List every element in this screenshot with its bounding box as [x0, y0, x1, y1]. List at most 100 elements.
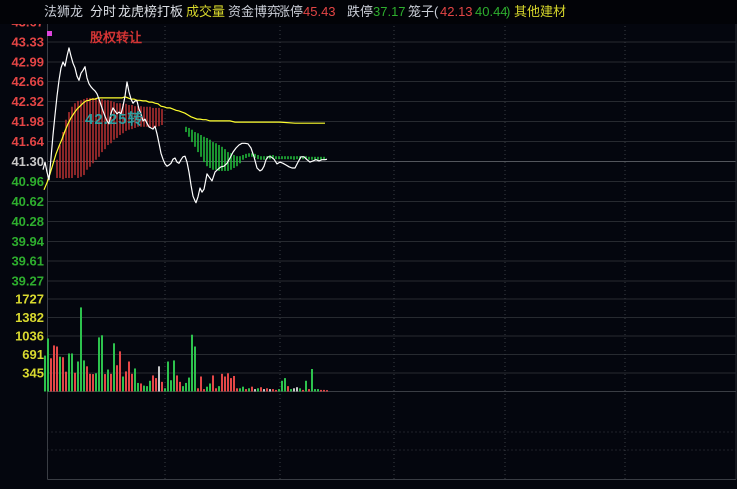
fund-battle-bar [236, 156, 238, 167]
average-price-line [43, 96, 325, 191]
volume-bar [260, 387, 262, 392]
header-tab-dragon-tiger-board[interactable]: 龙虎榜打板 [118, 4, 184, 19]
volume-bar [98, 337, 100, 392]
fund-battle-bar [140, 106, 142, 127]
fund-battle-bar [95, 97, 97, 160]
volume-bar [80, 307, 82, 392]
fund-battle-bar [314, 156, 316, 160]
volume-bar [65, 371, 67, 392]
price-axis-label: 39.94 [11, 234, 44, 249]
fund-battle-bar [83, 99, 85, 176]
header-tab-intraday[interactable]: 分时 [90, 4, 117, 19]
fund-battle-bar [260, 156, 262, 160]
volume-bar [326, 390, 328, 392]
volume-bar [323, 389, 325, 392]
fund-battle-bar [263, 156, 265, 160]
fund-battle-bar [320, 156, 322, 160]
volume-bar [167, 361, 169, 392]
volume-bar [59, 356, 61, 392]
header-stock-name: 法狮龙 [44, 4, 84, 19]
volume-bar [152, 375, 154, 392]
volume-bar [254, 389, 256, 392]
volume-bar [242, 386, 244, 392]
volume-bar [62, 357, 64, 392]
volume-bar [194, 346, 196, 392]
fund-battle-bar [281, 156, 283, 160]
fund-battle-bar [122, 103, 124, 134]
fund-battle-bar [206, 137, 208, 167]
cage-price-annotation: 42.25转 [85, 111, 144, 128]
fund-battle-bar [89, 97, 91, 167]
price-axis-label: 42.32 [11, 94, 44, 109]
volume-bar [269, 389, 271, 392]
fund-battle-bar [272, 155, 274, 160]
volume-bar [170, 380, 172, 392]
fund-battle-bar [242, 155, 244, 160]
fund-battle-bar [161, 109, 163, 126]
volume-bar [50, 358, 52, 392]
header-cage-lower-value: 40.44 [475, 4, 508, 19]
fund-battle-bar [86, 97, 88, 170]
volume-bar [227, 373, 229, 392]
volume-bar [305, 380, 307, 392]
fund-battle-bar [203, 136, 205, 163]
fund-battle-bar [194, 132, 196, 147]
fund-battle-bar [92, 97, 94, 164]
volume-bar [317, 389, 319, 392]
volume-bar [278, 389, 280, 392]
fund-battle-bar [275, 156, 277, 160]
fund-battle-bar [287, 156, 289, 160]
fund-battle-bar [104, 100, 106, 150]
volume-bar [302, 389, 304, 392]
price-line [42, 47, 328, 204]
volume-bar [197, 388, 199, 392]
volume-bar [122, 376, 124, 392]
volume-bar [128, 361, 130, 392]
volume-bar [149, 380, 151, 392]
fund-battle-bar [305, 156, 307, 160]
volume-bar [95, 373, 97, 392]
fund-battle-bar [155, 107, 157, 127]
volume-bar [284, 378, 286, 392]
volume-bar [161, 381, 163, 392]
volume-bar [125, 371, 127, 392]
fund-battle-bar [74, 103, 76, 176]
fund-battle-bar [212, 142, 214, 170]
volume-bar [206, 386, 208, 392]
event-annotation-share-transfer[interactable]: 股权转让 [90, 30, 143, 45]
volume-bar [233, 375, 235, 392]
fund-battle-bar [317, 156, 319, 160]
volume-bar [86, 366, 88, 392]
volume-bar [224, 376, 226, 392]
fund-battle-bar [77, 100, 79, 178]
header-cage-label-close: ) [506, 4, 511, 19]
fund-battle-bar [125, 103, 127, 131]
volume-bar [101, 335, 103, 392]
volume-bar [47, 338, 49, 392]
volume-bar [299, 388, 301, 392]
header-limit-down-label: 跌停 [347, 4, 374, 19]
header-tab-volume[interactable]: 成交量 [186, 4, 226, 19]
volume-bar [263, 389, 265, 392]
price-axis-label: 41.64 [11, 134, 44, 149]
price-axis-label: 42.99 [11, 55, 44, 70]
fund-battle-bar [296, 156, 298, 160]
volume-bar [110, 373, 112, 392]
fund-battle-bar [68, 112, 70, 178]
header-tab-fund-battle[interactable]: 资金博弈 [228, 4, 281, 19]
volume-bar [293, 388, 295, 392]
volume-bar [281, 380, 283, 392]
volume-bar [275, 389, 277, 392]
volume-bar [308, 389, 310, 392]
fund-battle-bar [146, 106, 148, 127]
fund-battle-bar [65, 119, 67, 178]
fund-battle-bar [230, 153, 232, 170]
fund-battle-bar [239, 156, 241, 164]
fund-battle-bar [323, 156, 325, 160]
fund-battle-bar [134, 106, 136, 128]
header-sector-link[interactable]: 其他建材 [514, 4, 567, 19]
volume-bar [218, 386, 220, 392]
volume-axis-label: 1036 [15, 329, 44, 344]
fund-battle-bar [308, 156, 310, 160]
